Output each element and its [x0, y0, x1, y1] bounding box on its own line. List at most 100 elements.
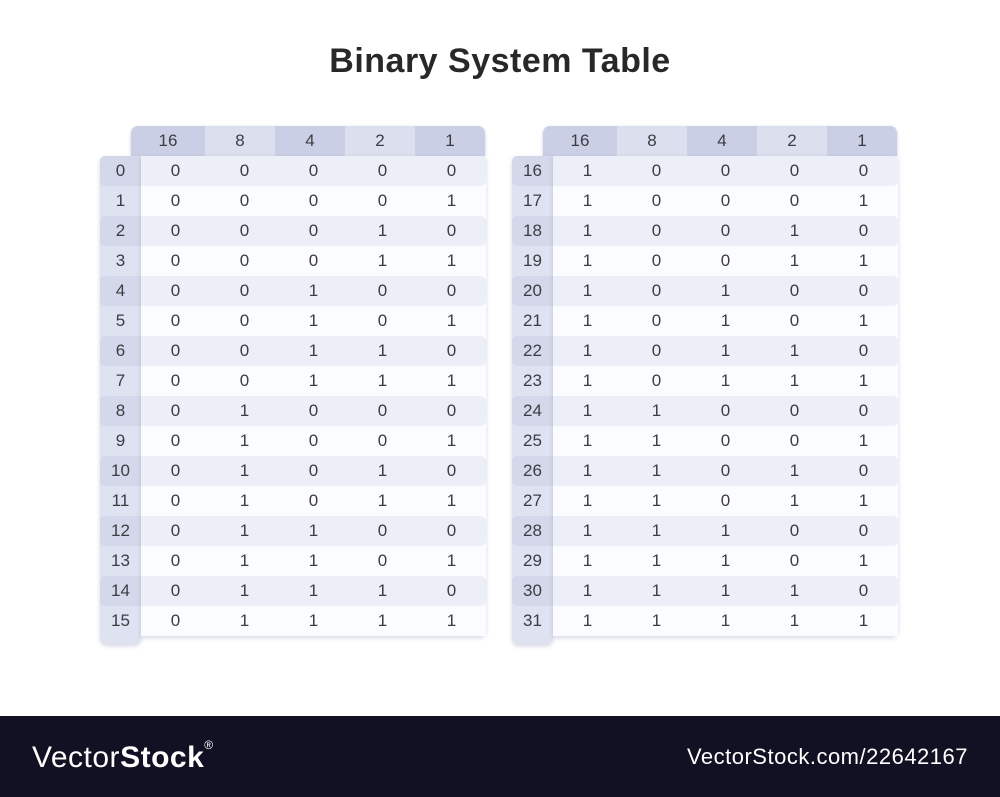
bit-cell: 1: [446, 251, 457, 270]
bit-cell: 0: [377, 281, 388, 300]
bit-cell: 1: [582, 371, 593, 390]
decimal-index-strip: 16 17 18 19 20 21 22 23 24 25 26 27 28 29 30 31: [512, 156, 553, 644]
bit-cell: 0: [720, 401, 731, 420]
row-label-16: 16: [512, 156, 553, 186]
table-row-24: 1 1 0 0 0: [553, 396, 898, 426]
table-row-25: 1 1 0 0 1: [553, 426, 898, 456]
bit-cell: 1: [582, 221, 593, 240]
table-row-8: 0 1 0 0 0: [141, 396, 486, 426]
bit-cell: 0: [377, 521, 388, 540]
bit-cell: 0: [308, 461, 319, 480]
row-label-19: 19: [512, 246, 553, 276]
table-row-4: 0 0 1 0 0: [141, 276, 486, 306]
table-row-2: 0 0 0 1 0: [141, 216, 486, 246]
row-label-0: 0: [100, 156, 141, 186]
bit-cell: 0: [170, 491, 181, 510]
bit-cell: 0: [789, 521, 800, 540]
bit-cell: 1: [308, 551, 319, 570]
bit-cell: 0: [651, 191, 662, 210]
table-row-26: 1 1 0 1 0: [553, 456, 898, 486]
page-title: Binary System Table: [329, 42, 671, 80]
bit-cell: 0: [308, 431, 319, 450]
bit-cell: 0: [239, 371, 250, 390]
bit-cell: 1: [582, 491, 593, 510]
bit-cell: 0: [858, 161, 869, 180]
bit-cell: 1: [308, 371, 319, 390]
row-label-11: 11: [100, 486, 141, 516]
bit-cell: 1: [720, 521, 731, 540]
row-label-3: 3: [100, 246, 141, 276]
registered-mark: ®: [204, 738, 214, 752]
bit-cell: 0: [239, 251, 250, 270]
row-label-31: 31: [512, 606, 553, 636]
bit-cell: 1: [377, 251, 388, 270]
row-label-6: 6: [100, 336, 141, 366]
bit-cell: 1: [651, 401, 662, 420]
bit-cell: 0: [308, 161, 319, 180]
bit-cell: 0: [446, 461, 457, 480]
bit-cell: 1: [789, 251, 800, 270]
bit-cell: 1: [582, 251, 593, 270]
row-label-13: 13: [100, 546, 141, 576]
row-label-8: 8: [100, 396, 141, 426]
bit-cell: 0: [651, 341, 662, 360]
bit-cell: 0: [720, 491, 731, 510]
table-row-22: 1 0 1 1 0: [553, 336, 898, 366]
bit-cell: 1: [651, 581, 662, 600]
row-label-10: 10: [100, 456, 141, 486]
bit-cell: 1: [446, 611, 457, 630]
row-label-28: 28: [512, 516, 553, 546]
bit-cell: 0: [308, 221, 319, 240]
table-row-17: 1 0 0 0 1: [553, 186, 898, 216]
row-label-20: 20: [512, 276, 553, 306]
table-row-31: 1 1 1 1 1: [553, 606, 898, 636]
bit-cell: 1: [239, 431, 250, 450]
table-row-10: 0 1 0 1 0: [141, 456, 486, 486]
bit-cell: 1: [789, 581, 800, 600]
bit-cell: 0: [446, 401, 457, 420]
bit-cell: 0: [377, 311, 388, 330]
bit-cell: 1: [582, 581, 593, 600]
bit-cell: 0: [789, 161, 800, 180]
bit-cell: 1: [858, 191, 869, 210]
bit-cell: 1: [720, 281, 731, 300]
column-header-strip: 16 8 4 2 1: [543, 126, 897, 156]
bit-cell: 1: [858, 251, 869, 270]
bit-cell: 1: [582, 551, 593, 570]
bit-cell: 1: [582, 521, 593, 540]
bit-cell: 1: [789, 371, 800, 390]
bit-cell: 0: [720, 221, 731, 240]
bit-cell: 0: [789, 551, 800, 570]
bit-cell: 0: [170, 251, 181, 270]
bit-cell: 1: [651, 611, 662, 630]
table-row-6: 0 0 1 1 0: [141, 336, 486, 366]
bit-cell: 0: [858, 521, 869, 540]
bit-cell: 1: [720, 611, 731, 630]
table-row-12: 0 1 1 0 0: [141, 516, 486, 546]
bit-cell: 1: [582, 461, 593, 480]
decimal-index-strip: 0 1 2 3 4 5 6 7 8 9 10 11 12 13 14 15: [100, 156, 141, 644]
bit-cell: 0: [170, 311, 181, 330]
bit-cell: 1: [720, 551, 731, 570]
bit-cell: 0: [858, 461, 869, 480]
bit-cell: 0: [446, 581, 457, 600]
bit-cell: 0: [446, 521, 457, 540]
bit-cell: 0: [239, 311, 250, 330]
bit-cell: 1: [858, 431, 869, 450]
bit-cell: 0: [377, 551, 388, 570]
bit-cell: 1: [377, 371, 388, 390]
column-header-16: 16: [131, 126, 205, 156]
bit-cell: 1: [377, 221, 388, 240]
bit-cell: 0: [308, 191, 319, 210]
bit-cell: 1: [720, 581, 731, 600]
table-row-14: 0 1 1 1 0: [141, 576, 486, 606]
bit-cell: 0: [377, 401, 388, 420]
bit-cell: 1: [651, 551, 662, 570]
row-label-15: 15: [100, 606, 141, 636]
column-header-16: 16: [543, 126, 617, 156]
bit-cell: 1: [858, 551, 869, 570]
bit-cell: 1: [446, 191, 457, 210]
bit-cell: 1: [377, 461, 388, 480]
row-label-9: 9: [100, 426, 141, 456]
